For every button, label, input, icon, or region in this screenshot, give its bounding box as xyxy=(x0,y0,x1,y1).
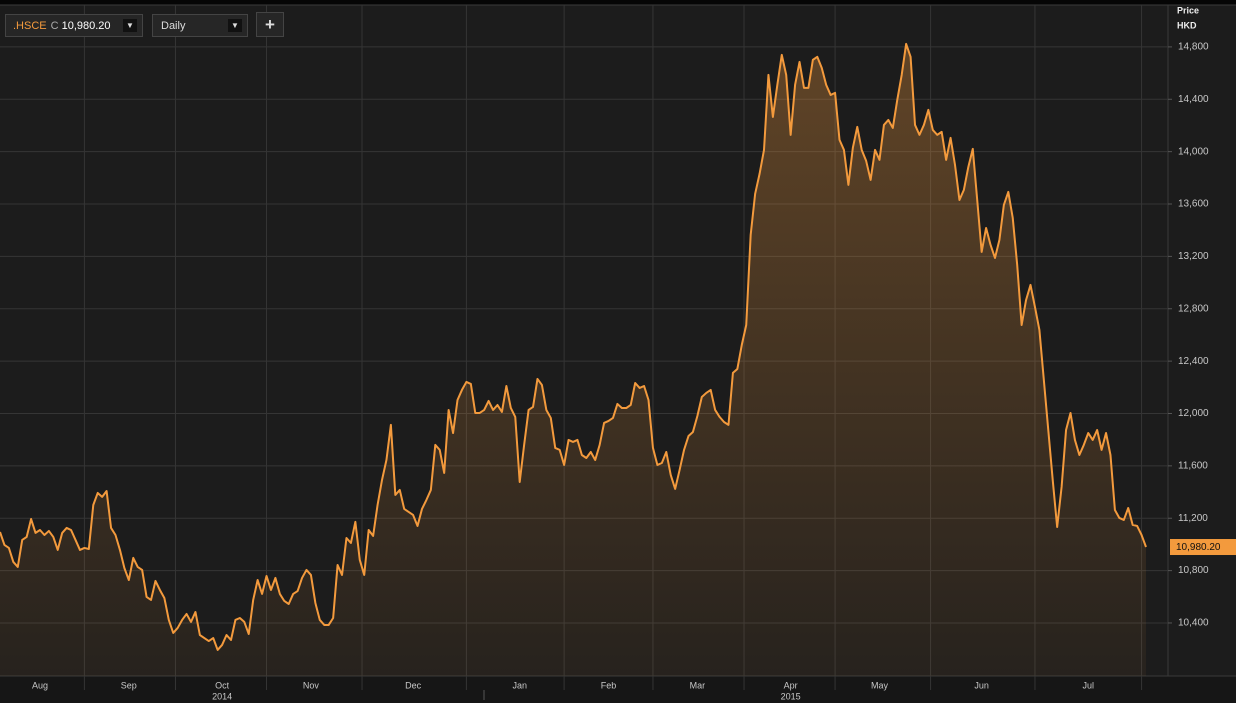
y-tick-label: 14,800 xyxy=(1178,42,1209,53)
top-bar xyxy=(0,0,1236,5)
y-tick-label: 12,000 xyxy=(1178,408,1209,419)
x-year-label: 2015 xyxy=(781,691,801,701)
last-value-label: 10,980.20 xyxy=(1176,542,1221,553)
x-tick-label: Jul xyxy=(1082,680,1094,690)
header-price: 10,980.20 xyxy=(61,19,111,32)
x-tick-label: Mar xyxy=(690,680,706,690)
x-tick-label: Nov xyxy=(303,680,320,690)
y-tick-label: 13,600 xyxy=(1178,199,1209,210)
add-button-label: + xyxy=(265,14,275,34)
interval: Daily xyxy=(161,19,186,32)
x-tick-label: Dec xyxy=(405,680,422,690)
interval-selector[interactable]: Daily ▼ xyxy=(152,14,248,37)
x-tick-label: Aug xyxy=(32,680,48,690)
dropdown-arrow[interactable]: ▼ xyxy=(123,19,137,32)
y-tick-label: 14,000 xyxy=(1178,146,1209,157)
symbol-selector[interactable]: .HSCE C 10,980.20 ▼ xyxy=(5,14,143,37)
y-axis-unit: HKD xyxy=(1177,20,1197,30)
plot: 10,980.20 xyxy=(0,42,1236,676)
x-tick-label: Jun xyxy=(974,680,989,690)
x-tick-label: Sep xyxy=(121,680,137,690)
price-type: C xyxy=(50,19,59,32)
x-tick-label: Apr xyxy=(784,680,798,690)
symbol: .HSCE xyxy=(13,19,47,32)
y-tick-label: 10,800 xyxy=(1178,565,1209,576)
y-tick-label: 12,400 xyxy=(1178,356,1209,367)
y-axis-label: Price xyxy=(1177,5,1199,15)
x-year-label: 2014 xyxy=(212,691,232,701)
x-tick-label: Feb xyxy=(601,680,617,690)
y-tick-label: 11,600 xyxy=(1178,461,1208,472)
last-value-box xyxy=(1170,539,1236,556)
x-tick-label: Oct xyxy=(215,680,230,690)
y-tick-label: 11,200 xyxy=(1178,513,1208,524)
dropdown-arrow[interactable]: ▼ xyxy=(228,19,242,32)
x-axis-band xyxy=(0,676,1236,703)
x-tick-label: May xyxy=(871,680,889,690)
x-tick-label: Jan xyxy=(512,680,527,690)
price-line xyxy=(0,42,1147,651)
y-tick-label: 12,800 xyxy=(1178,303,1209,314)
y-tick-label: 14,400 xyxy=(1178,94,1209,105)
add-button[interactable]: + xyxy=(256,12,284,37)
y-tick-label: 10,400 xyxy=(1178,618,1209,629)
area-fill xyxy=(0,43,1146,676)
y-tick-label: 13,200 xyxy=(1178,251,1209,262)
